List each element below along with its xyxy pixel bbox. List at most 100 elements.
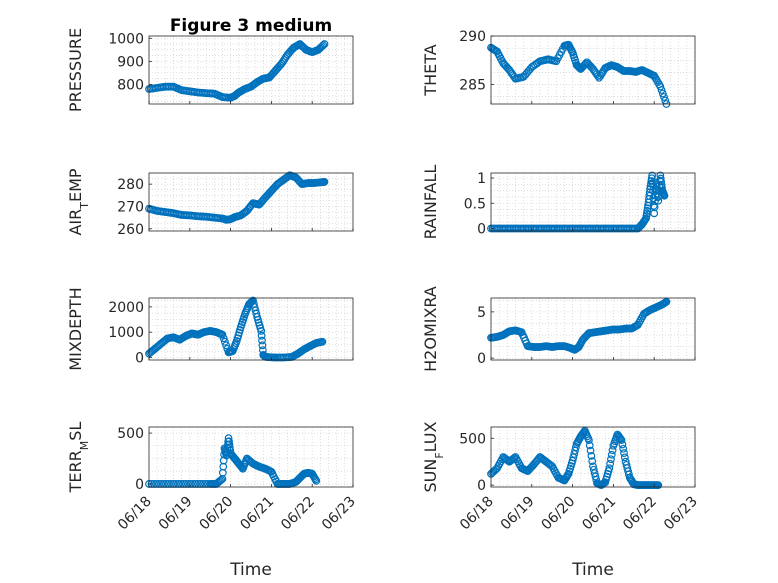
data-point <box>657 86 666 94</box>
y-axis-label: H2OMIXRA <box>421 286 440 372</box>
data-point <box>662 297 671 306</box>
y-tick-label: 800 <box>117 77 144 93</box>
data-point <box>257 326 266 335</box>
data-point <box>246 298 255 307</box>
x-tick-label: 06/23 <box>319 494 359 534</box>
data-point <box>660 191 669 200</box>
data-point <box>616 433 624 442</box>
data-point <box>647 174 656 183</box>
data-point <box>258 336 266 345</box>
data-point <box>219 334 228 343</box>
axes-box <box>490 35 696 105</box>
y-tick-label: 0 <box>477 478 486 494</box>
data-point <box>620 453 629 462</box>
x-axis-label: Time <box>229 560 272 580</box>
data-point <box>586 446 595 455</box>
x-tick-label: 06/21 <box>579 494 619 534</box>
data-point <box>585 441 594 450</box>
y-tick-label: 900 <box>117 54 144 70</box>
axes-box <box>148 297 354 361</box>
data-point <box>318 337 327 346</box>
y-axis-label: PRESSURE <box>66 28 85 112</box>
plot-area <box>491 427 695 487</box>
axes-box <box>490 297 696 361</box>
x-tick-label: 06/21 <box>237 494 277 534</box>
y-tick-label: 500 <box>117 426 144 442</box>
data-point <box>618 440 627 449</box>
x-tick-label: 06/20 <box>197 494 237 534</box>
x-tick-label: 06/22 <box>620 494 660 534</box>
panel-mixdepth: 0 1000 2000 MIXDEPTH <box>66 287 354 371</box>
panel-airtemp: 260 270 280 AIRTEMP <box>66 168 354 238</box>
y-tick-label: 270 <box>117 199 144 215</box>
data-point <box>656 82 665 91</box>
data-point <box>318 42 326 51</box>
data-point <box>607 455 615 464</box>
y-axis-label: THETA <box>421 44 440 96</box>
axes-box <box>490 172 696 232</box>
y-tick-label: 0 <box>477 351 486 367</box>
y-axis-label: MIXDEPTH <box>66 287 85 370</box>
y-tick-label: 290 <box>459 29 486 45</box>
data-point <box>218 330 227 339</box>
data-point <box>658 89 667 98</box>
x-tick-label: 06/18 <box>115 494 155 534</box>
panel-rainfall: 0 0.5 1 RAINFALL <box>421 165 696 239</box>
data-point <box>619 444 628 453</box>
data-point <box>648 171 657 180</box>
panel-sunflux: 0 500 06/18 06/19 06/20 06/21 06/22 06/23 Time SU… <box>421 421 701 580</box>
y-tick-label: 5 <box>477 305 486 321</box>
axes-box <box>490 426 696 488</box>
y-tick-label: 1000 <box>108 325 144 341</box>
y-tick-label: 1 <box>477 171 486 187</box>
y-tick-label: 260 <box>117 222 144 238</box>
axes-box <box>148 35 354 105</box>
panel-h2omixra: 0 5 H2OMIXRA <box>421 286 696 372</box>
data-point <box>607 450 616 459</box>
axes-box <box>148 172 354 232</box>
data-point <box>616 435 625 443</box>
axes-box <box>148 426 354 488</box>
data-point <box>257 331 266 340</box>
panel-theta: 285 290 THETA <box>421 29 696 108</box>
y-tick-label: 2000 <box>108 300 144 316</box>
data-point <box>258 341 267 350</box>
data-point <box>216 476 224 485</box>
y-axis-label: TERRMSL <box>66 422 91 494</box>
data-point <box>220 337 229 346</box>
y-axis-label: AIRTEMP <box>66 168 91 235</box>
data-point <box>605 464 614 473</box>
x-tick-label: 06/19 <box>498 494 538 534</box>
data-point <box>585 436 593 445</box>
data-point <box>654 196 663 205</box>
data-point <box>571 443 580 452</box>
x-tick-label: 06/19 <box>156 494 196 534</box>
data-point <box>620 449 628 457</box>
data-point <box>320 40 329 48</box>
data-point <box>222 341 231 350</box>
data-point <box>226 446 235 455</box>
data-point <box>312 476 321 485</box>
data-point <box>587 451 596 460</box>
data-point <box>504 456 513 465</box>
data-point <box>595 73 604 82</box>
x-axis-label: Time <box>571 560 614 580</box>
x-tick-label: 06/20 <box>539 494 579 534</box>
y-tick-label: 0 <box>477 221 486 237</box>
x-tick-label: 06/18 <box>457 494 497 534</box>
x-tick-label: 06/23 <box>661 494 701 534</box>
data-point <box>597 69 606 78</box>
figure-title: Figure 3 medium <box>170 16 332 36</box>
data-point <box>319 41 328 50</box>
panel-pressure: 800 900 1000 PRESSURE <box>66 28 354 112</box>
data-point <box>588 457 597 466</box>
x-tick-label: 06/22 <box>278 494 318 534</box>
y-tick-label: 1000 <box>108 31 144 47</box>
y-axis-label: SUNFLUX <box>421 421 446 492</box>
data-point <box>606 459 615 468</box>
panel-terrmsl: 0 500 06/18 06/19 06/20 06/21 06/22 06/23 Time TE… <box>66 422 359 580</box>
y-tick-label: 500 <box>459 431 486 447</box>
data-point <box>617 436 626 445</box>
y-tick-label: 0.5 <box>464 196 486 212</box>
